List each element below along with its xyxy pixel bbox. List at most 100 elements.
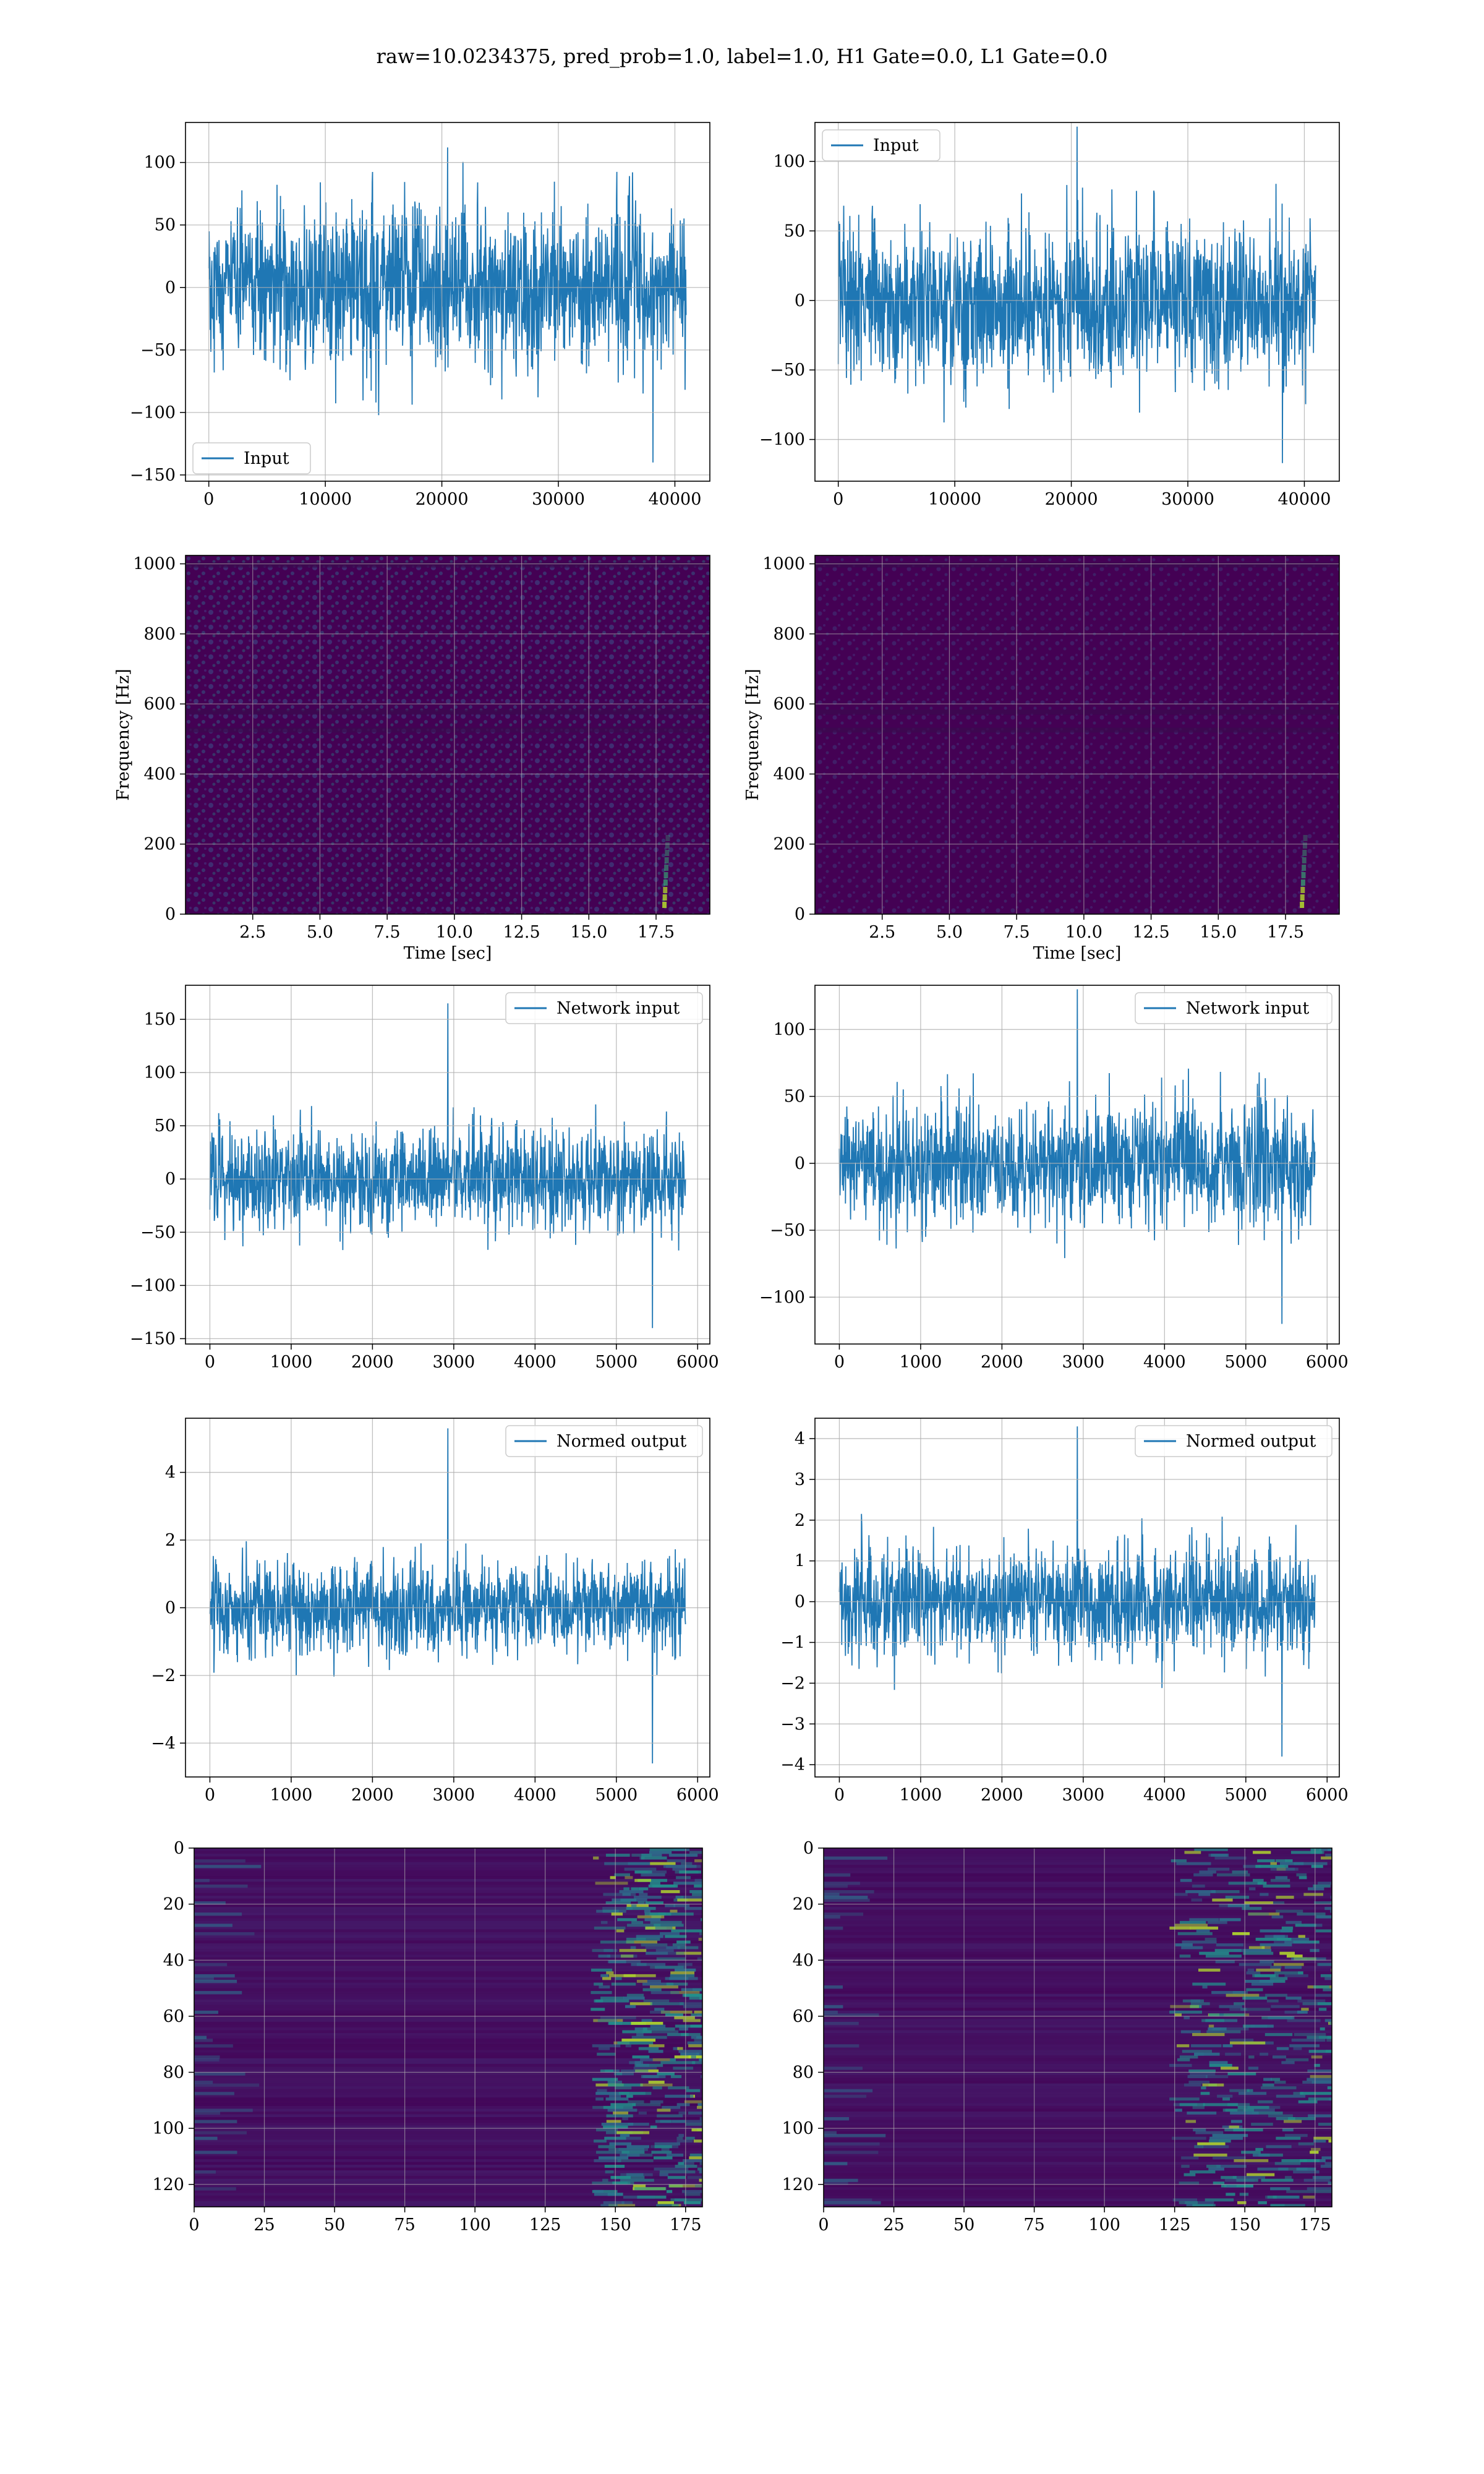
grid-net-h1	[186, 985, 710, 1344]
legend-label: Normed output	[1186, 1432, 1316, 1451]
x-tick-label: 30000	[1161, 490, 1214, 509]
x-tick-label: 17.5	[1267, 923, 1304, 942]
y-tick-label: −4	[151, 1734, 176, 1753]
y-tick-label: −150	[130, 1329, 176, 1348]
y-tick-label: −100	[759, 1288, 805, 1307]
y-tick-label: 2	[795, 1511, 805, 1530]
y-axis-label: Frequency [Hz]	[114, 669, 133, 800]
y-tick-label: 0	[795, 1154, 805, 1173]
series-line	[838, 1426, 1316, 1757]
chart-input-h1: 0 10000 20000 30000 40000 −150 −100 −50 0 50 100 In…	[130, 122, 710, 509]
series-line	[209, 1428, 686, 1764]
x-tick-label: 5.0	[936, 923, 963, 942]
x-tick-label: 5000	[595, 1353, 638, 1372]
legend: Normed output	[1135, 1425, 1333, 1457]
x-tick-label: 2.5	[869, 923, 895, 942]
grid-norm-h1	[186, 1418, 710, 1777]
y-tick-label: 50	[155, 216, 176, 235]
chart-spec-h1: 2.5 5.0 7.5 10.0 12.5 15.0 17.5 0 200 400 600 800 10…	[114, 555, 710, 963]
y-tick-label: 0	[795, 1593, 805, 1612]
y-tick-label: −50	[140, 341, 176, 360]
y-tick-label: 0	[165, 278, 176, 297]
y-tick-label: 120	[782, 2175, 814, 2194]
x-tick-label: 1000	[900, 1353, 942, 1372]
legend: Network input	[505, 992, 703, 1024]
x-tick-label: 3000	[1062, 1353, 1105, 1372]
x-tick-label: 150	[1229, 2215, 1261, 2235]
y-tick-label: 40	[793, 1951, 814, 1970]
series-line	[838, 989, 1316, 1324]
x-tick-label: 25	[254, 2215, 275, 2235]
y-tick-label: −50	[770, 1221, 805, 1240]
x-tick-label: 40000	[649, 490, 702, 509]
y-axis-label: Frequency [Hz]	[743, 669, 762, 800]
x-tick-label: 7.5	[1004, 923, 1030, 942]
x-tick-label: 6000	[676, 1353, 719, 1372]
x-tick-label: 4000	[514, 1353, 556, 1372]
axes-frame	[814, 1418, 1340, 1778]
y-tick-label: 0	[165, 905, 176, 924]
x-tick-label: 15.0	[1200, 923, 1237, 942]
axes-frame	[185, 1418, 710, 1778]
series-line	[209, 1003, 686, 1329]
y-tick-label: −100	[130, 1276, 176, 1295]
x-tick-label: 0	[205, 1353, 215, 1372]
x-tick-label: 4000	[514, 1786, 556, 1805]
y-tick-label: 50	[155, 1116, 176, 1136]
y-tick-label: 60	[163, 2007, 184, 2026]
x-tick-label: 15.0	[570, 923, 607, 942]
heatmap-spec-h1	[186, 555, 710, 914]
y-tick-label: −150	[130, 466, 176, 485]
x-tick-label: 50	[324, 2215, 345, 2235]
y-tick-label: 0	[803, 1839, 814, 1858]
y-tick-label: 50	[784, 221, 805, 241]
y-tick-label: 3	[795, 1470, 805, 1489]
x-tick-label: 5000	[1224, 1353, 1267, 1372]
legend: Network input	[1135, 992, 1333, 1024]
y-tick-label: −4	[780, 1755, 805, 1774]
heatmap-feat-l1	[824, 1848, 1332, 2207]
x-tick-label: 3000	[1062, 1786, 1105, 1805]
x-tick-label: 4000	[1143, 1786, 1186, 1805]
y-tick-label: 100	[773, 152, 805, 171]
x-tick-label: 0	[833, 490, 843, 509]
x-tick-label: 2.5	[239, 923, 266, 942]
y-tick-label: −2	[780, 1674, 805, 1693]
y-tick-label: 0	[174, 1839, 184, 1858]
legend-label: Network input	[556, 999, 680, 1018]
y-tick-label: −2	[151, 1666, 176, 1685]
x-tick-label: 10000	[928, 490, 981, 509]
x-tick-label: 3000	[433, 1353, 475, 1372]
y-tick-label: 400	[143, 764, 176, 784]
x-tick-label: 50	[953, 2215, 974, 2235]
chart-feat-l1: 0 25 50 75 100 125 150 175 0 20 40 60 80 100 120	[782, 1839, 1333, 2235]
x-tick-label: 6000	[676, 1786, 719, 1805]
y-tick-label: −50	[140, 1223, 176, 1242]
x-tick-label: 6000	[1306, 1786, 1349, 1805]
grid-net-l1	[815, 985, 1339, 1344]
chart-net-l1: 0 1000 2000 3000 4000 5000 6000 −100 −50 0 50 100 Ne…	[759, 985, 1349, 1372]
x-tick-label: 2000	[351, 1786, 394, 1805]
y-tick-label: 100	[143, 1063, 176, 1082]
x-tick-label: 0	[189, 2215, 199, 2235]
chart-input-l1: 0 10000 20000 30000 40000 −100 −50 0 50 100 Input	[759, 122, 1340, 509]
y-tick-label: 1	[795, 1552, 805, 1571]
y-tick-label: −100	[759, 430, 805, 450]
y-tick-label: 80	[793, 2063, 814, 2082]
legend-label: Network input	[1186, 999, 1309, 1018]
y-tick-label: 200	[773, 835, 805, 854]
legend-label: Input	[244, 449, 289, 468]
y-tick-label: −3	[780, 1714, 805, 1734]
chart-spec-l1: 2.5 5.0 7.5 10.0 12.5 15.0 17.5 0 200 400 600 800 10…	[743, 555, 1340, 963]
y-tick-label: 0	[795, 291, 805, 310]
y-tick-label: 600	[773, 695, 805, 714]
grid-feat-h1	[194, 1847, 702, 2207]
y-tick-label: 60	[793, 2007, 814, 2026]
axes-frame	[194, 1847, 703, 2207]
x-tick-label: 12.5	[1133, 923, 1170, 942]
legend: Input	[192, 442, 311, 474]
y-tick-label: 1000	[133, 555, 176, 574]
axes-frame	[185, 985, 710, 1345]
grid-input-h1	[186, 122, 710, 481]
x-tick-label: 30000	[532, 490, 585, 509]
